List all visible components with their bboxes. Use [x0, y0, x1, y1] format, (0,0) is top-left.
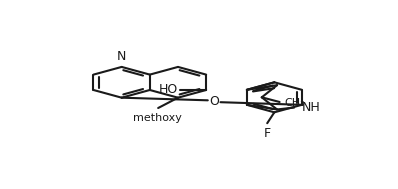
Text: HO: HO [159, 84, 178, 97]
Text: O: O [209, 95, 219, 108]
Text: CH₃: CH₃ [285, 98, 305, 108]
Text: NH: NH [302, 101, 321, 114]
Text: F: F [263, 127, 271, 140]
Text: methoxy: methoxy [133, 113, 182, 123]
Text: N: N [117, 50, 126, 63]
